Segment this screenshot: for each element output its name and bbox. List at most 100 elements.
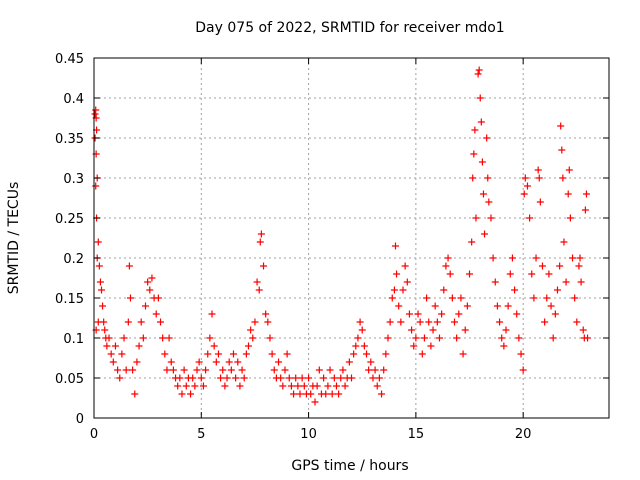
data-point	[405, 310, 413, 318]
data-point	[584, 334, 592, 342]
data-point	[266, 334, 274, 342]
data-point	[543, 294, 551, 302]
data-point	[477, 118, 485, 126]
data-point	[148, 274, 156, 282]
data-point	[579, 326, 587, 334]
data-point	[281, 366, 289, 374]
data-point	[285, 374, 293, 382]
data-point	[124, 318, 132, 326]
data-point	[466, 270, 474, 278]
data-point	[485, 198, 493, 206]
data-point	[431, 302, 439, 310]
data-point	[429, 326, 437, 334]
data-point	[125, 262, 133, 270]
data-point	[373, 382, 381, 390]
data-point	[403, 278, 411, 286]
data-point	[468, 238, 476, 246]
data-point	[545, 270, 553, 278]
data-point	[474, 70, 482, 78]
data-point	[519, 366, 527, 374]
data-point	[523, 182, 531, 190]
data-point	[442, 262, 450, 270]
data-point	[229, 350, 237, 358]
data-point	[500, 342, 508, 350]
data-point	[111, 342, 119, 350]
data-point	[139, 334, 147, 342]
data-point	[290, 390, 298, 398]
data-point	[251, 318, 259, 326]
data-point	[382, 350, 390, 358]
data-point	[559, 174, 567, 182]
data-point	[459, 350, 467, 358]
data-point	[356, 318, 364, 326]
data-point	[547, 302, 555, 310]
data-point	[390, 286, 398, 294]
data-point	[564, 190, 572, 198]
data-point	[268, 350, 276, 358]
data-point	[165, 334, 173, 342]
y-axis-label: SRMTID / TECUs	[6, 182, 22, 295]
data-point	[569, 254, 577, 262]
data-point	[255, 286, 263, 294]
data-point	[114, 366, 122, 374]
data-point	[506, 270, 514, 278]
data-point	[313, 382, 321, 390]
data-point	[214, 350, 222, 358]
data-point	[557, 122, 565, 130]
data-point	[311, 398, 319, 406]
data-point	[511, 286, 519, 294]
data-point	[375, 374, 383, 382]
data-point	[433, 318, 441, 326]
data-point	[315, 366, 323, 374]
data-point	[163, 366, 171, 374]
data-point	[541, 318, 549, 326]
data-point	[129, 366, 137, 374]
data-point	[328, 390, 336, 398]
data-point	[444, 254, 452, 262]
data-point	[354, 334, 362, 342]
y-tick-label: 0	[76, 412, 84, 427]
data-point	[191, 382, 199, 390]
data-point	[212, 358, 220, 366]
data-point	[395, 302, 403, 310]
data-point	[472, 214, 480, 222]
data-point	[195, 358, 203, 366]
data-point	[298, 374, 306, 382]
data-point	[100, 318, 108, 326]
data-point	[322, 390, 330, 398]
data-point	[294, 382, 302, 390]
data-point	[358, 326, 366, 334]
data-point	[126, 294, 134, 302]
data-point	[487, 214, 495, 222]
data-point	[438, 310, 446, 318]
data-point	[270, 366, 278, 374]
data-point	[332, 382, 340, 390]
data-point	[463, 302, 471, 310]
data-point	[348, 374, 355, 382]
data-point	[469, 174, 477, 182]
data-point	[350, 350, 358, 358]
data-point	[154, 294, 162, 302]
data-point	[534, 166, 542, 174]
data-point	[384, 334, 392, 342]
data-point	[556, 262, 564, 270]
data-point	[427, 342, 435, 350]
data-point	[520, 190, 528, 198]
chart-title: Day 075 of 2022, SRMTID for receiver mdo…	[195, 20, 504, 36]
data-point	[502, 326, 510, 334]
data-point	[504, 302, 512, 310]
data-point	[135, 342, 143, 350]
y-tick-label: 0.3	[63, 172, 84, 187]
data-point	[223, 374, 231, 382]
data-point	[283, 350, 291, 358]
data-point	[483, 134, 491, 142]
data-point	[352, 342, 360, 350]
data-point	[287, 382, 295, 390]
data-point	[199, 382, 207, 390]
data-point	[397, 318, 405, 326]
data-point	[345, 358, 353, 366]
data-point	[528, 270, 536, 278]
data-point	[414, 310, 422, 318]
data-point	[566, 214, 574, 222]
data-point	[189, 374, 197, 382]
